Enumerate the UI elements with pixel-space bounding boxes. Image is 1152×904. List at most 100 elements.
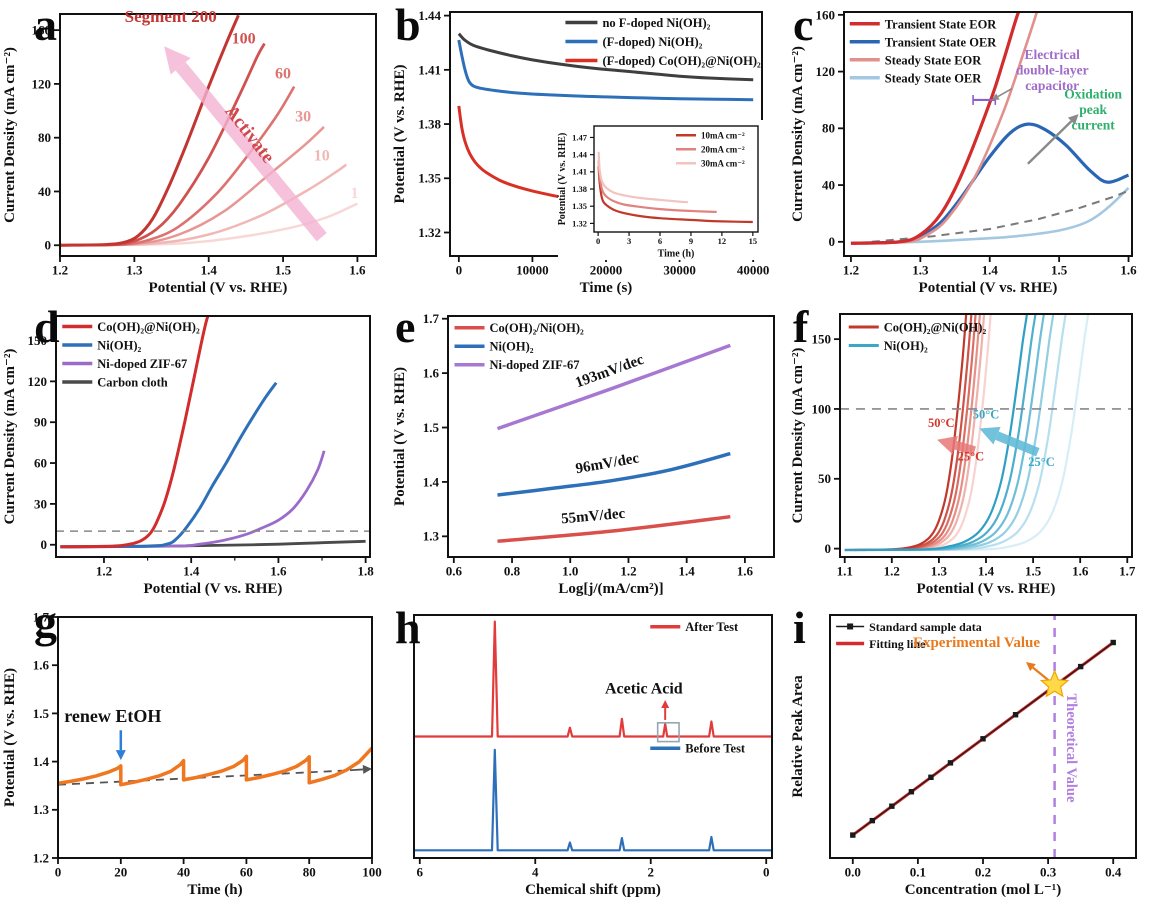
y-tick-label: 1.41	[572, 167, 587, 177]
panel-g-chart: 0 20 40 60 80 100 1.2 1.3 1.4 1.5 1.6 1.7 Time (h) Po…	[2, 609, 382, 898]
y-tick-label: 0	[829, 234, 836, 249]
y-tick-label: 1.3	[33, 802, 50, 817]
x-axis-label: Chemical shift (ppm)	[525, 882, 661, 898]
y-tick-label: 1.47	[572, 132, 588, 142]
y-axis-label: Potential (V vs. RHE)	[557, 133, 568, 226]
series-cooh-25c	[844, 314, 968, 552]
annotation-text: Experimental Value	[913, 635, 1040, 651]
x-tick-label: 1.2	[620, 563, 636, 578]
legend-label: Ni-doped ZIF-67	[490, 358, 580, 372]
y-tick-label: 1.6	[33, 658, 50, 673]
panel-i-chart: 0.0 0.1 0.2 0.3 0.4 Concentration (mol L⁻¹) Re…	[790, 614, 1137, 898]
y-tick-label: 1.7	[423, 311, 440, 326]
legend: no F-doped Ni(OH)₂ (F-doped) Ni(OH)₂ (F-do…	[565, 16, 761, 68]
legend-label: After Test	[685, 620, 739, 634]
x-tick-label: 1.6	[1120, 262, 1137, 277]
series-nioh-50c	[905, 314, 1090, 552]
panel-h: h 6 4 2 0 Chemical shift (ppm) After Test Befo…	[390, 603, 788, 904]
annotation-text: 60	[275, 66, 291, 83]
y-axis-label: Potential (V vs. RHE)	[392, 65, 408, 204]
legend-label: (F-doped) Co(OH)₂@Ni(OH)₂	[602, 54, 761, 68]
axes-frame	[843, 11, 1133, 257]
series-nmr-after-test	[414, 620, 772, 738]
annotation-arrow	[661, 700, 670, 720]
x-tick-label: 1.4	[201, 262, 218, 277]
series-inset-20ma	[597, 160, 717, 213]
axes-frame	[57, 616, 373, 859]
y-axis-label: Relative Peak Area	[790, 675, 806, 798]
legend: Transient State EOR Transient State OER St…	[849, 17, 997, 85]
y-tick-label: 90	[34, 415, 47, 430]
annotation-text: peak	[1079, 102, 1107, 117]
series-nioh-45c	[883, 314, 1067, 552]
x-tick-label: 3	[627, 236, 631, 246]
annotation-arrow	[979, 426, 1040, 457]
legend-label: no F-doped Ni(OH)₂	[602, 16, 710, 30]
y-tick-label: 1.3	[423, 529, 440, 544]
panel-b-chart: 0 10000 20000 30000 40000 1.32 1.35 1.38 1.41 1.4…	[392, 8, 769, 296]
x-tick-label: 0	[763, 864, 770, 879]
panel-g-letter: g	[34, 596, 57, 647]
x-tick-label: 1.6	[270, 563, 287, 578]
plot-area	[496, 343, 731, 543]
legend-label: Co(OH)₂@Ni(OH)₂	[97, 320, 200, 334]
plot-area	[60, 14, 358, 247]
annotation-text: 50°C	[928, 416, 955, 430]
y-tick-label: 120	[32, 76, 52, 91]
x-axis-label: Potential (V vs. RHE)	[919, 280, 1058, 296]
series-nioh-40c	[871, 314, 1055, 552]
panel-h-chart: 6 4 2 0 Chemical shift (ppm) After Test Before…	[413, 614, 773, 898]
y-tick-label: 1.7	[33, 609, 50, 624]
y-axis-label: Current Density (mA cm⁻²)	[790, 348, 806, 524]
annotation-arrow	[991, 87, 1013, 100]
series-nioh-30c	[853, 314, 1037, 552]
x-tick-label: 100	[362, 864, 382, 879]
y-axis-label: Current Density (mA cm⁻²)	[790, 46, 806, 222]
panel-e-letter: e	[395, 301, 416, 352]
panel-b: b 0 10000 20000 30000 40000 1.32 1.35 1.38 1.41 1…	[390, 0, 788, 302]
annotation-text: 25°C	[1028, 455, 1055, 469]
x-tick-label: 1.6	[349, 262, 366, 277]
legend-label: 30mA cm⁻²	[701, 158, 745, 168]
y-tick-label: 1.5	[33, 706, 50, 721]
legend-label: Ni-doped ZIF-67	[97, 357, 187, 371]
x-tick-label: 0.1	[910, 864, 926, 879]
annotation-text: 1	[350, 185, 358, 202]
legend: Co(OH)₂@Ni(OH)₂ Ni(OH)₂ Ni-doped ZIF-67 Car…	[62, 320, 200, 389]
annotation-text: 100	[232, 31, 256, 48]
annotation-text: Acetic Acid	[605, 680, 683, 697]
x-tick-label: 1.6	[1072, 563, 1089, 578]
plot-area	[850, 12, 1130, 245]
legend-label: 20mA cm⁻²	[701, 144, 745, 154]
y-tick-label: 1.32	[572, 218, 587, 228]
legend: Co(OH)₂@Ni(OH)₂ Ni(OH)₂	[848, 320, 986, 353]
series-chronopotentiometry	[58, 746, 372, 787]
x-tick-label: 15	[749, 236, 758, 246]
legend-label: (F-doped) Ni(OH)₂	[602, 35, 702, 49]
x-tick-label: 12	[718, 236, 727, 246]
x-tick-label: 0.4	[1105, 864, 1122, 879]
series-ni-doped-zif67	[60, 450, 326, 549]
x-axis-label: Log[j/(mA/cm²)]	[558, 581, 663, 597]
legend: Standard sample data Fitting line	[836, 620, 982, 651]
series-nioh-35c	[861, 314, 1045, 552]
legend-label: 10mA cm⁻²	[701, 130, 745, 140]
panel-f-letter: f	[793, 301, 809, 352]
axes-frame	[413, 614, 773, 859]
series-diffusion-dashed	[871, 189, 1129, 243]
series-trend-dashed	[58, 769, 351, 786]
y-tick-label: 1.5	[423, 420, 440, 435]
y-tick-label: 120	[28, 374, 48, 389]
axes-frame	[55, 315, 371, 558]
y-tick-label: 150	[812, 332, 832, 347]
annotation-text: capacitor	[1025, 78, 1079, 93]
series-segment-100	[60, 42, 266, 247]
x-tick-label: 6	[658, 236, 662, 246]
y-tick-label: 0	[41, 537, 48, 552]
x-tick-label: 1.5	[275, 262, 292, 277]
axes-frame	[593, 125, 759, 233]
x-tick-label: 1.3	[126, 262, 143, 277]
annotation-arrow	[1025, 661, 1051, 683]
plot-area	[58, 746, 372, 787]
